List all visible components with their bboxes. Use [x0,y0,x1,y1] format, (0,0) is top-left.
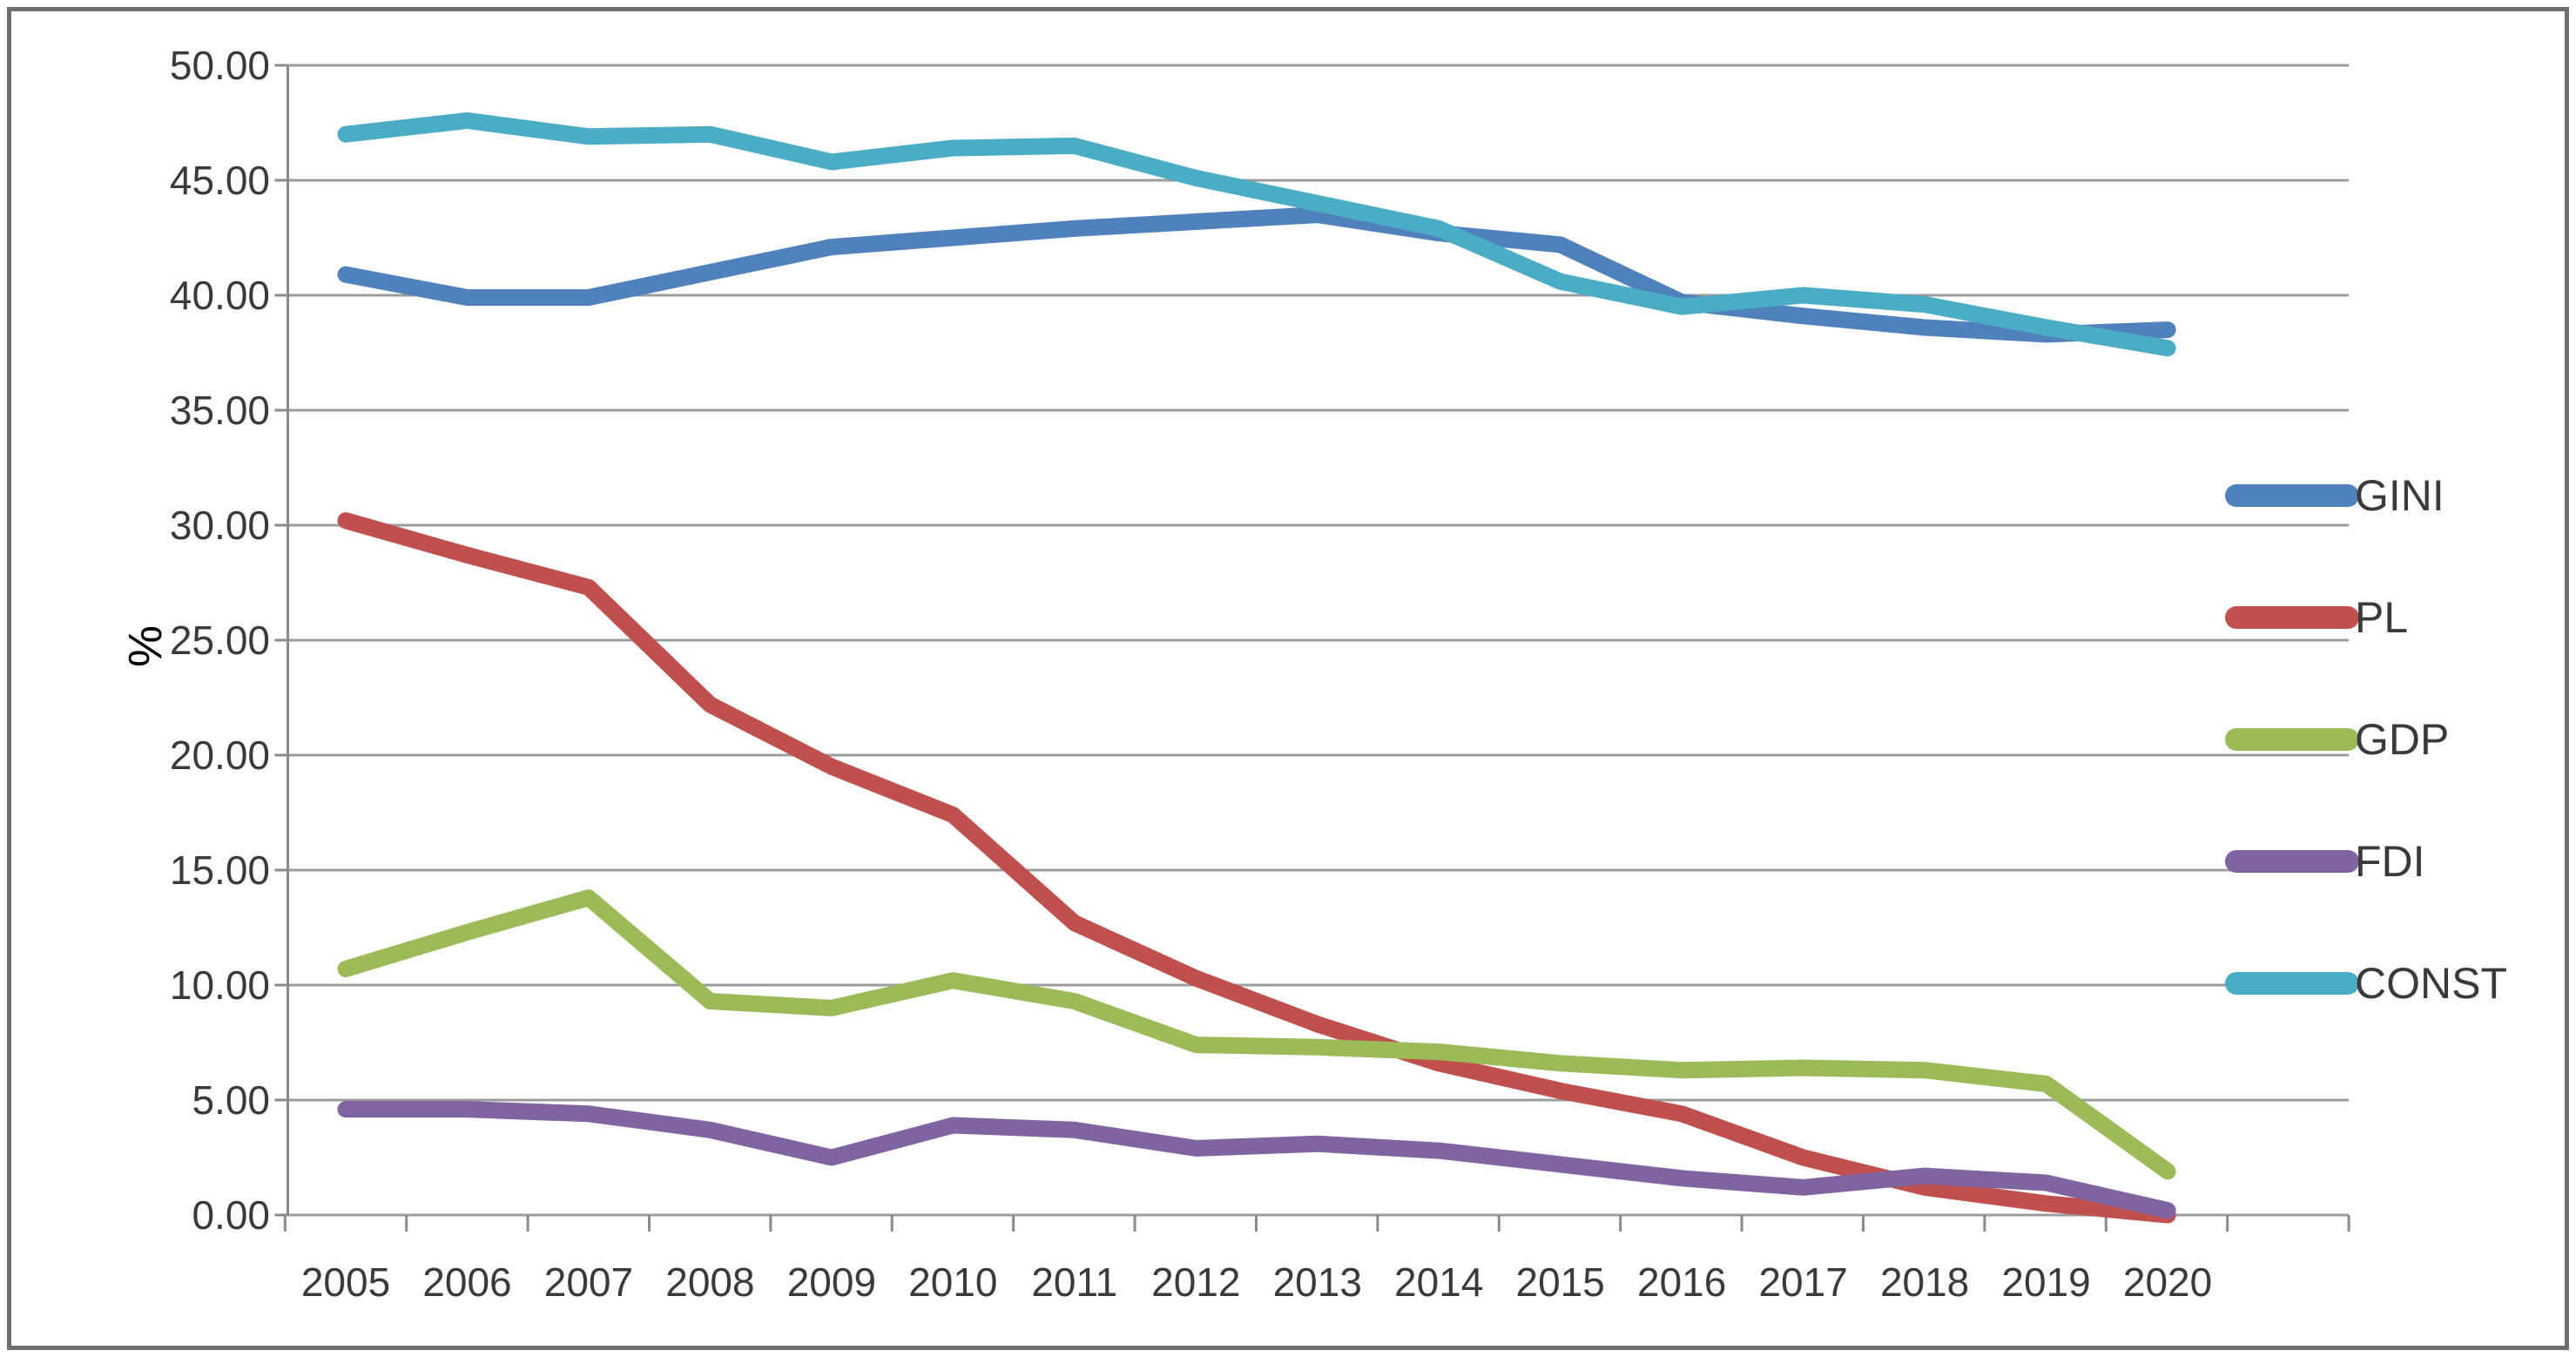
y-tick-label: 35.00 [170,388,270,433]
series-line-gdp [337,889,2176,1180]
x-tick-label: 2009 [787,1259,876,1305]
y-tick-label: 25.00 [170,618,270,663]
y-tick-label: 15.00 [170,847,270,893]
x-tick-label: 2011 [1031,1259,1117,1305]
gridlines [287,64,2349,1217]
legend-label-const: CONST [2355,959,2507,1008]
x-tick-label: 2008 [665,1259,754,1305]
x-axis-tick-labels: 2005 2006 2007 2008 2009 2010 2011 2012 2013 2014… [301,1259,2212,1305]
axes [274,64,2350,1232]
series-line-fdi [337,1101,2176,1219]
y-tick-label: 5.00 [192,1077,270,1123]
chart-border-frame [7,7,2569,1350]
y-tick-label: 40.00 [170,273,270,318]
x-tick-label: 2017 [1758,1259,1847,1305]
y-tick-label: 45.00 [170,158,270,203]
x-tick-label: 2015 [1516,1259,1605,1305]
legend: GINI PL GDP FDI CONST [2225,471,2507,1008]
legend-label-gini: GINI [2355,471,2445,520]
legend-label-pl: PL [2355,593,2408,642]
x-tick-label: 2013 [1273,1259,1362,1305]
x-tick-label: 2019 [2001,1259,2090,1305]
series-line-const [337,111,2176,357]
y-axis-tick-labels: 0.00 5.00 10.00 15.00 20.00 25.00 30.00 35.00 40… [170,43,270,1238]
data-series [337,111,2176,1224]
y-axis-title: % [119,625,172,667]
y-tick-label: 10.00 [170,962,270,1008]
series-line-gini [337,206,2176,343]
x-tick-label: 2016 [1637,1259,1726,1305]
legend-label-gdp: GDP [2355,715,2449,764]
y-tick-label: 0.00 [192,1192,270,1238]
x-tick-label: 2012 [1151,1259,1240,1305]
x-tick-label: 2020 [2123,1259,2212,1305]
x-tick-label: 2010 [908,1259,997,1305]
x-tick-label: 2007 [544,1259,633,1305]
legend-label-fdi: FDI [2355,837,2425,886]
x-tick-label: 2014 [1394,1259,1483,1305]
y-tick-label: 30.00 [170,503,270,548]
y-tick-label: 20.00 [170,733,270,778]
x-tick-label: 2018 [1880,1259,1969,1305]
x-tick-label: 2006 [422,1259,511,1305]
x-tick-label: 2005 [301,1259,390,1305]
y-tick-label: 50.00 [170,43,270,88]
series-line-pl [337,512,2176,1224]
